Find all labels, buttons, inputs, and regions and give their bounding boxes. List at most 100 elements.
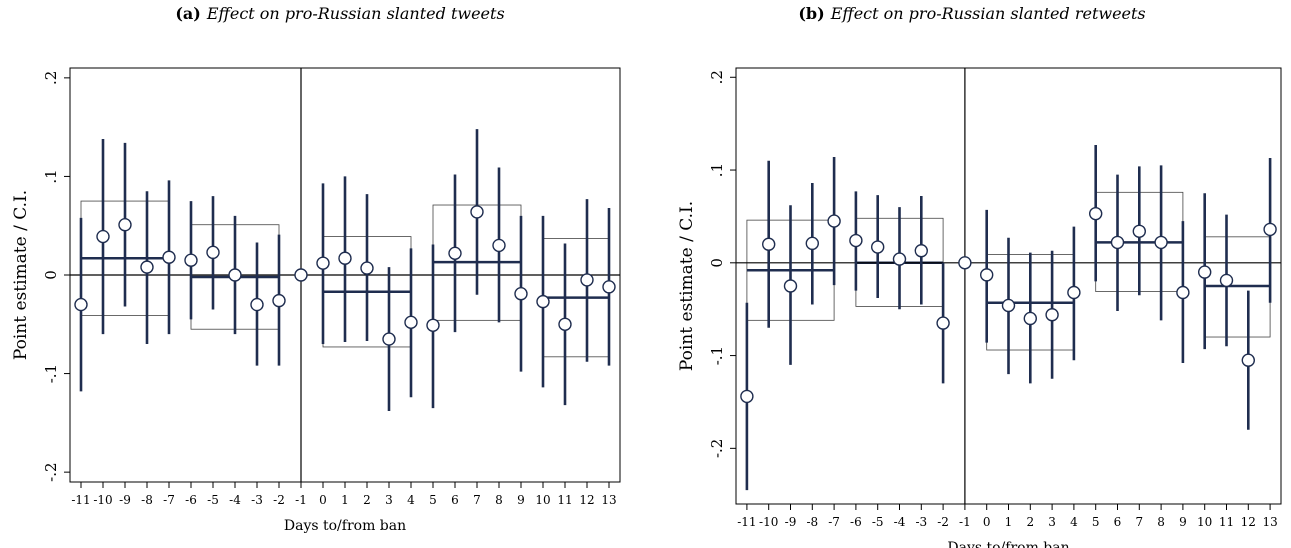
point-estimate-marker <box>1219 273 1234 288</box>
point-estimate-marker <box>805 236 820 251</box>
x-tick-label: -9 <box>119 493 131 507</box>
x-tick-label: -7 <box>163 493 175 507</box>
x-tick-label: 1 <box>1005 515 1013 529</box>
panel-a-title-text: Effect on pro-Russian slanted tweets <box>206 4 505 23</box>
y-tick-label: .1 <box>708 163 726 177</box>
y-tick-label: .2 <box>42 71 60 85</box>
point-estimate-marker <box>558 317 572 331</box>
x-tick-label: 10 <box>1197 515 1212 529</box>
x-tick-label: -10 <box>759 515 778 529</box>
point-estimate-marker <box>514 287 528 301</box>
x-tick-label: -8 <box>806 515 818 529</box>
panel-a-title: (a) Effect on pro-Russian slanted tweets <box>40 4 640 23</box>
point-estimate-marker <box>892 252 907 266</box>
point-estimate-marker <box>1023 311 1037 326</box>
x-tick-label: 6 <box>1114 515 1122 529</box>
y-tick-label: .2 <box>708 70 726 84</box>
x-tick-label: 0 <box>983 515 991 529</box>
point-estimate-marker <box>118 218 132 232</box>
panel-b-label: (b) <box>798 4 825 23</box>
point-estimate-marker <box>1198 265 1212 279</box>
point-estimate-marker <box>740 389 754 404</box>
x-tick-label: -5 <box>872 515 884 529</box>
x-tick-label: 2 <box>363 493 371 507</box>
x-tick-label: 2 <box>1026 515 1034 529</box>
point-estimate-marker <box>1110 235 1125 250</box>
point-estimate-marker <box>958 256 972 270</box>
x-tick-label: -1 <box>295 493 307 507</box>
point-estimate-marker <box>1154 235 1168 250</box>
point-estimate-marker <box>783 279 798 293</box>
point-estimate-marker <box>827 214 841 228</box>
panel-a-label: (a) <box>175 4 201 23</box>
point-estimate-marker <box>140 260 154 274</box>
x-tick-label: 6 <box>451 493 459 507</box>
point-estimate-marker <box>294 268 308 282</box>
x-tick-label: -7 <box>828 515 840 529</box>
point-estimate-marker <box>426 318 440 332</box>
x-tick-label: 7 <box>1135 515 1143 529</box>
y-tick-label: 0 <box>42 270 60 280</box>
point-estimate-marker <box>761 237 776 251</box>
x-tick-label: -10 <box>93 493 112 507</box>
x-tick-label: -4 <box>229 493 241 507</box>
x-tick-label: 11 <box>557 493 572 507</box>
point-estimate-marker <box>1241 353 1255 367</box>
x-tick-label: 4 <box>1070 515 1078 529</box>
x-tick-label: 13 <box>601 493 616 507</box>
x-tick-label: 13 <box>1262 515 1277 529</box>
y-tick-label: -.1 <box>42 364 60 383</box>
y-axis-label: Point estimate / C.I. <box>11 190 31 360</box>
point-estimate-marker <box>250 297 264 312</box>
x-tick-label: 0 <box>319 493 327 507</box>
point-estimate-marker <box>980 268 994 282</box>
x-axis-label: Days to/from ban <box>284 518 406 534</box>
point-estimate-marker <box>1067 285 1081 300</box>
panel-b-title-text: Effect on pro-Russian slanted retweets <box>830 4 1146 23</box>
x-tick-label: 8 <box>495 493 503 507</box>
point-estimate-marker <box>870 240 885 254</box>
point-estimate-marker <box>1263 222 1277 237</box>
x-tick-label: 12 <box>579 493 594 507</box>
x-tick-label: 9 <box>517 493 525 507</box>
point-estimate-marker <box>1176 285 1190 300</box>
x-tick-label: 10 <box>535 493 550 507</box>
x-tick-label: 3 <box>385 493 393 507</box>
x-tick-label: 1 <box>341 493 349 507</box>
point-estimate-marker <box>74 297 88 312</box>
x-tick-label: -11 <box>737 515 756 529</box>
x-tick-label: -11 <box>71 493 90 507</box>
point-estimate-marker <box>1001 298 1016 313</box>
point-estimate-marker <box>936 316 950 330</box>
point-estimate-marker <box>536 294 550 309</box>
point-estimate-marker <box>1132 224 1146 238</box>
point-estimate-marker <box>448 246 462 261</box>
x-tick-label: -6 <box>185 493 197 507</box>
point-estimate-marker <box>184 253 198 267</box>
x-axis-label: Days to/from ban <box>947 540 1069 548</box>
point-estimate-marker <box>162 250 176 264</box>
x-tick-label: -8 <box>141 493 153 507</box>
chart-panel-b: -11 -10 -9 -8 -7 -6 -5 -4 -3 -2 -1 0 1 2 3 4 5 6 7 8 9 10 11 12… <box>677 67 1282 548</box>
panel-b-title: (b) Effect on pro-Russian slanted retweet… <box>672 4 1272 23</box>
point-estimate-marker <box>1045 308 1059 322</box>
x-tick-label: -9 <box>785 515 797 529</box>
x-tick-label: -2 <box>937 515 949 529</box>
y-tick-label: .1 <box>42 169 60 183</box>
point-estimate-marker <box>272 293 286 308</box>
point-estimate-marker <box>338 251 352 265</box>
point-estimate-marker <box>914 244 928 258</box>
x-tick-label: -4 <box>894 515 906 529</box>
chart-panel-a: -11 -10 -9 -8 -7 -6 -5 -4 -3 -2 -1 0 1 2 3 4 5 6 7 8 9 10 11 12… <box>11 67 621 534</box>
y-axis-label: Point estimate / C.I. <box>677 201 697 371</box>
x-tick-label: -1 <box>959 515 971 529</box>
x-tick-label: -2 <box>273 493 285 507</box>
point-estimate-marker <box>849 233 863 248</box>
point-estimate-marker <box>316 256 330 270</box>
point-estimate-marker <box>382 332 396 346</box>
point-estimate-marker <box>580 273 594 287</box>
y-tick-label: -.1 <box>708 346 726 365</box>
x-tick-label: 5 <box>429 493 437 507</box>
point-estimate-marker <box>206 245 220 260</box>
x-tick-label: -6 <box>850 515 862 529</box>
